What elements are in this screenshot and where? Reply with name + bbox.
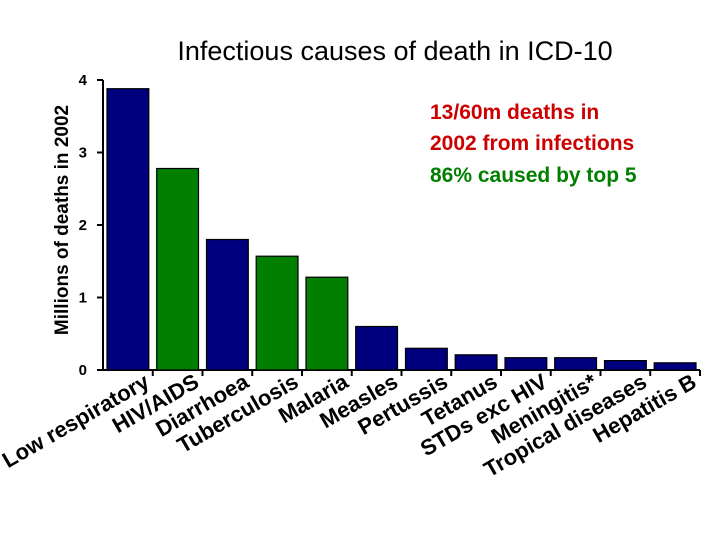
y-tick-label: 2	[79, 217, 87, 234]
chart-title: Infectious causes of death in ICD-10	[177, 36, 612, 66]
y-axis-label: Millions of deaths in 2002	[52, 105, 73, 335]
bar	[355, 325, 399, 371]
bar	[504, 357, 548, 371]
y-tick-label: 1	[79, 290, 87, 307]
y-tick-label: 4	[79, 72, 88, 89]
annotation-line-2: 2002 from infections	[430, 132, 634, 155]
bar	[404, 347, 448, 371]
bar	[156, 167, 200, 371]
annotation-line-3: 86% caused by top 5	[430, 164, 637, 187]
bar	[603, 360, 647, 371]
annotation: 13/60m deaths in 2002 from infections 86…	[430, 101, 637, 187]
bar	[454, 354, 498, 371]
bar	[554, 357, 598, 371]
bar	[305, 276, 349, 371]
bar	[653, 362, 697, 371]
annotation-line-1: 13/60m deaths in	[430, 101, 599, 124]
bar	[255, 255, 299, 371]
y-tick-label: 3	[79, 145, 87, 162]
bar	[106, 88, 150, 371]
y-tick-label: 0	[79, 362, 87, 379]
bar	[205, 238, 249, 371]
